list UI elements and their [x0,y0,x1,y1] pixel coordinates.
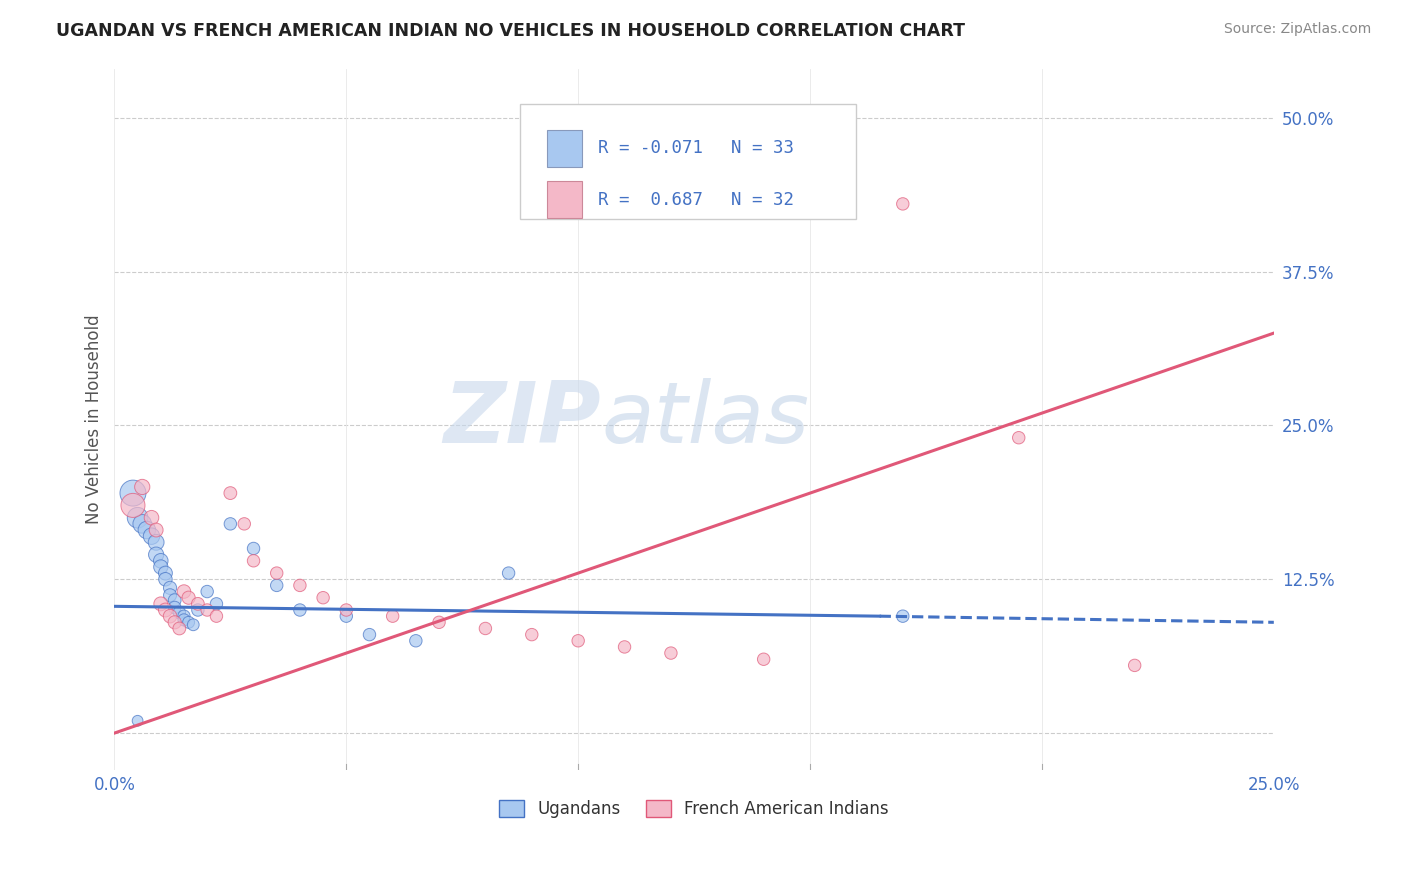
Point [122,499,145,513]
Point [169,622,191,636]
Legend: Ugandans, French American Indians: Ugandans, French American Indians [492,793,896,825]
Point [155,603,177,617]
Point [173,584,195,599]
Point [187,603,209,617]
Point [219,486,242,500]
Point [163,615,186,630]
Point [195,584,218,599]
Point [1008,431,1031,445]
Point [891,609,914,624]
FancyBboxPatch shape [520,103,856,219]
Point [181,617,204,632]
Point [359,627,381,641]
Text: N = 32: N = 32 [731,191,794,209]
Text: ZIP: ZIP [444,377,602,461]
Point [381,609,404,624]
Text: R = -0.071: R = -0.071 [598,139,703,157]
Point [288,603,311,617]
Y-axis label: No Vehicles in Household: No Vehicles in Household [86,315,103,524]
Bar [547,130,582,167]
Text: Source: ZipAtlas.com: Source: ZipAtlas.com [1223,22,1371,37]
Point [141,510,163,524]
Point [891,197,914,211]
Text: N = 33: N = 33 [731,139,794,157]
Point [149,597,172,611]
Point [613,640,636,654]
Text: UGANDAN VS FRENCH AMERICAN INDIAN NO VEHICLES IN HOUSEHOLD CORRELATION CHART: UGANDAN VS FRENCH AMERICAN INDIAN NO VEH… [56,22,966,40]
Point [163,593,186,607]
Point [131,480,153,494]
Point [169,606,191,620]
Point [145,548,167,562]
Bar [547,181,582,218]
Point [131,516,153,531]
Point [242,541,264,556]
Point [149,554,172,568]
Point [177,591,200,605]
Point [288,578,311,592]
Point [155,572,177,586]
Point [127,510,149,524]
Point [159,588,181,602]
Point [187,597,209,611]
Point [173,613,195,627]
Point [145,523,167,537]
Point [205,597,228,611]
Point [135,523,157,537]
Point [233,516,256,531]
Point [145,535,167,549]
Point [474,622,496,636]
Point [122,486,145,500]
Point [173,609,195,624]
Point [266,578,288,592]
Point [335,609,357,624]
Point [427,615,450,630]
Point [520,627,543,641]
Point [659,646,682,660]
Point [177,615,200,630]
Point [266,566,288,580]
Point [159,581,181,595]
Point [567,633,589,648]
Point [159,609,181,624]
Point [127,714,149,728]
Point [149,560,172,574]
Point [195,603,218,617]
Point [312,591,335,605]
Point [219,516,242,531]
Point [335,603,357,617]
Point [405,633,427,648]
Text: R =  0.687: R = 0.687 [598,191,703,209]
Point [205,609,228,624]
Point [1123,658,1146,673]
Point [242,554,264,568]
Text: atlas: atlas [602,377,810,461]
Point [141,529,163,543]
Point [155,566,177,580]
Point [752,652,775,666]
Point [163,600,186,615]
Point [498,566,520,580]
